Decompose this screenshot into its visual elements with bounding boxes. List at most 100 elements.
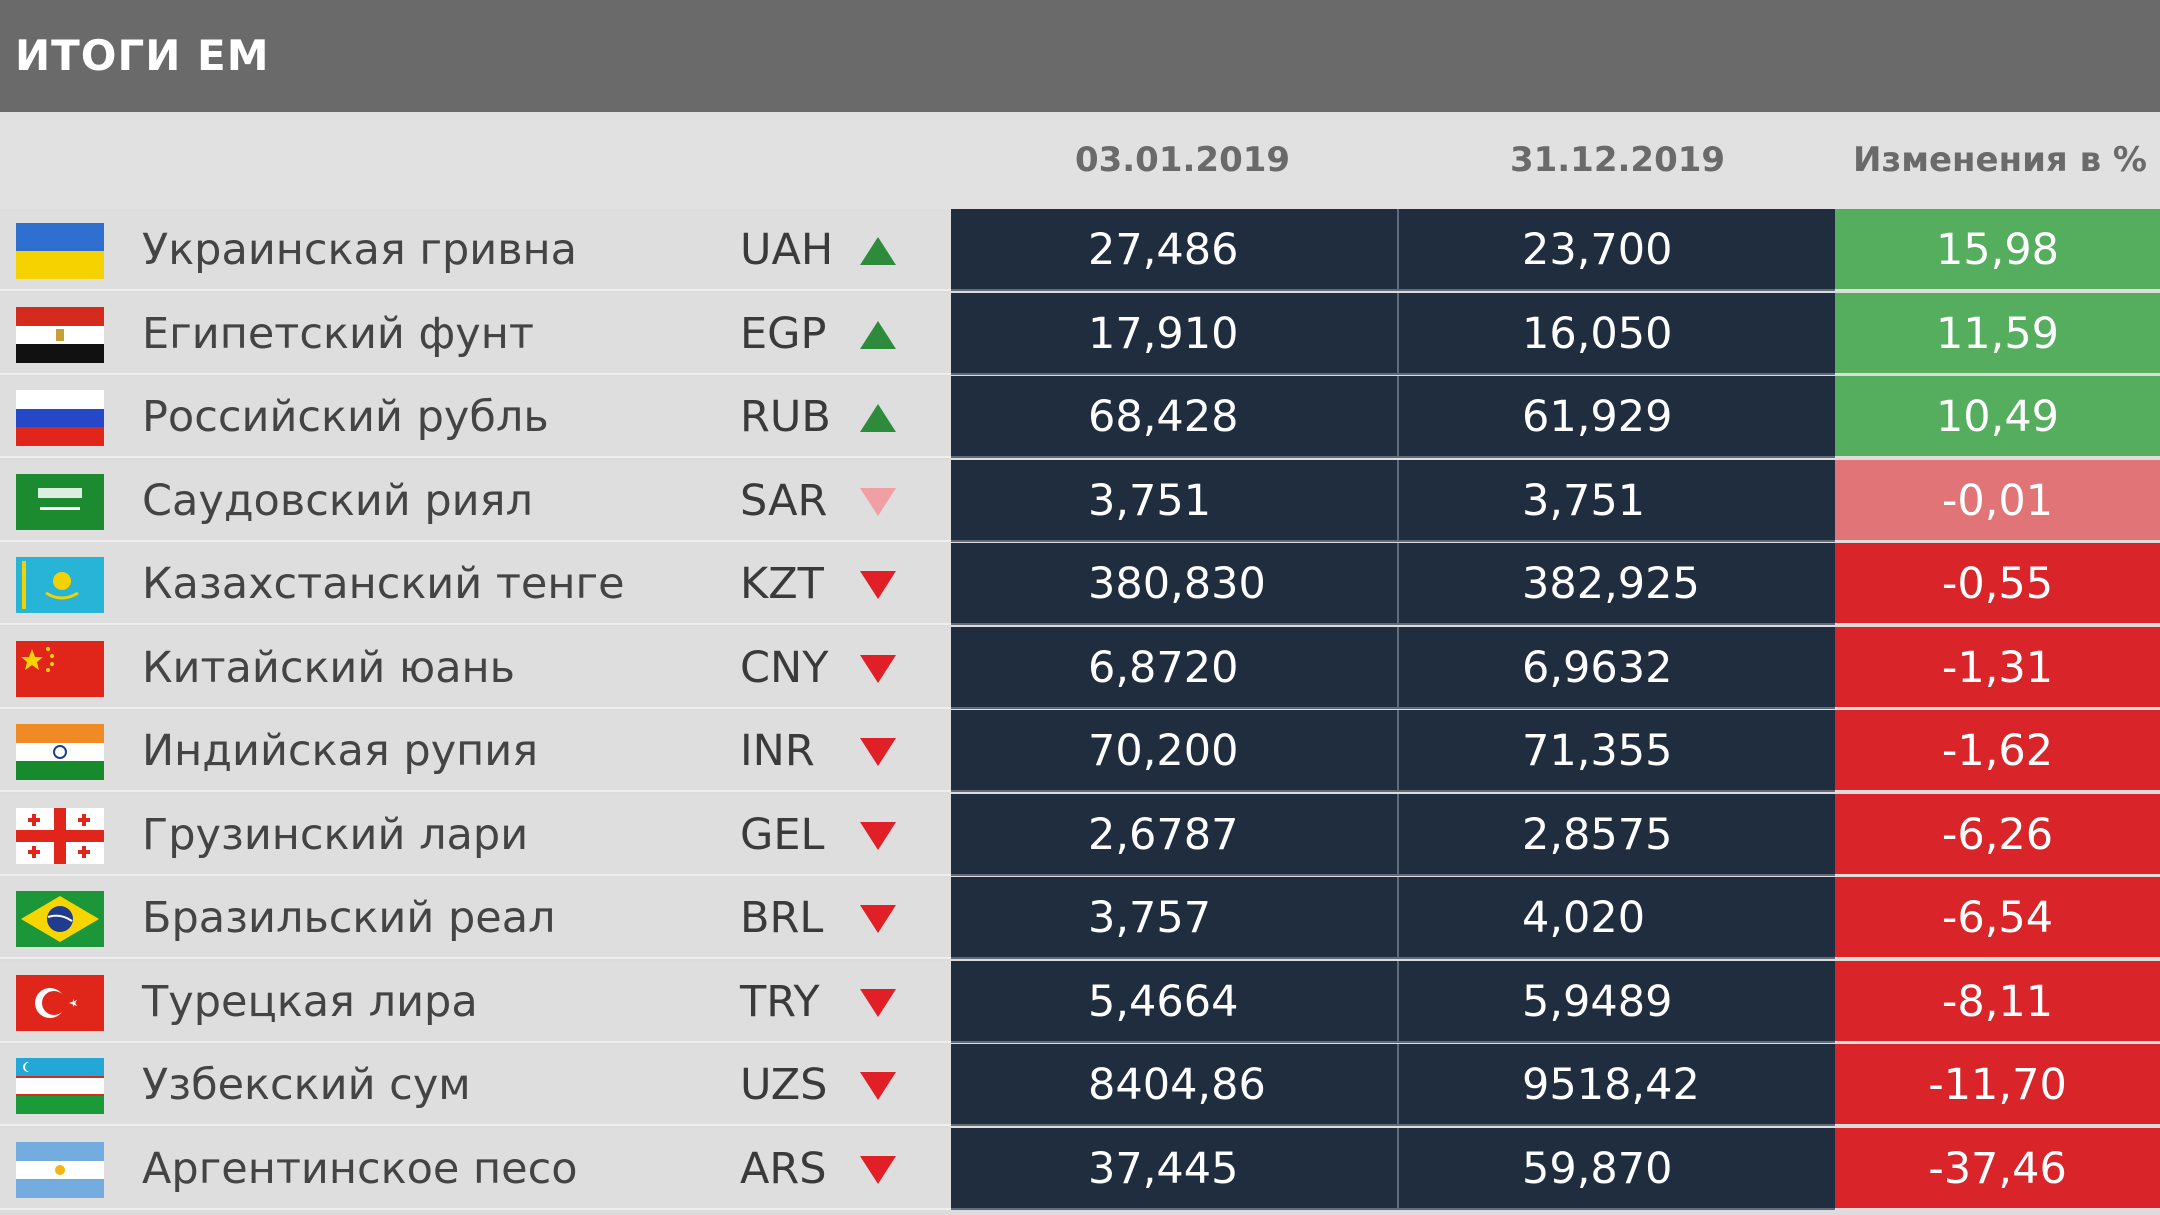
currency-name: Грузинский лари — [142, 809, 529, 860]
end-value-cell: 382,925 — [1399, 543, 1835, 625]
end-value-cell: 6,9632 — [1399, 626, 1835, 709]
currency-code: EGP — [740, 308, 827, 359]
arrow-down-icon — [858, 820, 898, 852]
arrow-down-icon — [858, 569, 898, 601]
currency-code: RUB — [740, 392, 831, 442]
ukraine-flag-icon — [16, 223, 104, 279]
change-percent-cell: -0,01 — [1835, 459, 2160, 542]
end-value-cell: 23,700 — [1399, 209, 1835, 291]
start-value-cell: 5,4664 — [951, 960, 1397, 1043]
column-divider — [1397, 793, 1399, 876]
turkey-flag-icon — [16, 974, 104, 1031]
end-value-cell: 59,870 — [1399, 1127, 1835, 1210]
arrow-up-icon — [858, 402, 898, 434]
column-divider — [1397, 877, 1399, 959]
currency-code: INR — [740, 726, 815, 776]
arrow-down-icon — [858, 486, 898, 518]
currency-code: UZS — [740, 1060, 828, 1110]
end-value-cell: 16,050 — [1399, 292, 1835, 375]
arrow-up-icon — [858, 319, 898, 351]
argentina-flag-icon — [16, 1141, 104, 1198]
change-percent-cell: -37,46 — [1835, 1127, 2160, 1210]
currency-code: TRY — [740, 976, 820, 1027]
currency-name: Саудовский риял — [142, 475, 533, 526]
end-value-cell: 3,751 — [1399, 459, 1835, 542]
column-divider — [1397, 1044, 1399, 1126]
change-percent-cell: -6,54 — [1835, 877, 2160, 959]
russia-flag-icon — [16, 390, 104, 446]
table-row: Саудовский риял SAR 3,751 3,751 -0,01 — [0, 459, 2160, 542]
table-row: Украинская гривна UAH 27,486 23,700 15,98 — [0, 209, 2160, 291]
currency-name: Китайский юань — [142, 642, 515, 693]
arrow-down-icon — [858, 903, 898, 935]
currency-name: Турецкая лира — [142, 976, 478, 1027]
column-divider — [1397, 1127, 1399, 1210]
currency-code: UAH — [740, 225, 834, 275]
table-row: Казахстанский тенге KZT 380,830 382,925 -0,5… — [0, 543, 2160, 625]
arrow-down-icon — [858, 1070, 898, 1102]
change-percent-cell: 10,49 — [1835, 376, 2160, 458]
china-flag-icon — [16, 640, 104, 697]
currency-info-cell: Аргентинское песо ARS — [0, 1127, 951, 1210]
change-percent-cell: -1,62 — [1835, 710, 2160, 792]
table-row: Грузинский лари GEL 2,6787 2,8575 -6,26 — [0, 793, 2160, 876]
arrow-down-icon — [858, 653, 898, 685]
table-row: Египетский фунт EGP 17,910 16,050 11,59 — [0, 292, 2160, 375]
change-percent-cell: -8,11 — [1835, 960, 2160, 1043]
currency-name: Украинская гривна — [142, 225, 578, 275]
table-row: Индийская рупия INR 70,200 71,355 -1,62 — [0, 710, 2160, 792]
table-header: 03.01.2019 31.12.2019 Изменения в % — [0, 112, 2160, 209]
table-row: Узбекский сум UZS 8404,86 9518,42 -11,70 — [0, 1044, 2160, 1126]
currency-name: Казахстанский тенге — [142, 559, 625, 609]
column-header-end-date: 31.12.2019 — [1509, 140, 1726, 180]
change-percent-cell: -11,70 — [1835, 1044, 2160, 1126]
title-bar: ИТОГИ ЕМ — [0, 0, 2160, 112]
currency-name: Бразильский реал — [142, 893, 556, 943]
currency-code: KZT — [740, 559, 824, 609]
currency-code: ARS — [740, 1143, 827, 1194]
currency-info-cell: Бразильский реал BRL — [0, 877, 951, 959]
currency-info-cell: Казахстанский тенге KZT — [0, 543, 951, 625]
currency-code: CNY — [740, 642, 829, 693]
currency-code: GEL — [740, 809, 825, 860]
column-divider — [1397, 376, 1399, 458]
change-percent-cell: -1,31 — [1835, 626, 2160, 709]
currency-name: Российский рубль — [142, 392, 549, 442]
currency-name: Индийская рупия — [142, 726, 539, 776]
start-value-cell: 70,200 — [951, 710, 1397, 792]
start-value-cell: 3,757 — [951, 877, 1397, 959]
currency-info-cell: Грузинский лари GEL — [0, 793, 951, 876]
currency-info-cell: Украинская гривна UAH — [0, 209, 951, 291]
start-value-cell: 6,8720 — [951, 626, 1397, 709]
end-value-cell: 9518,42 — [1399, 1044, 1835, 1126]
table-row: Китайский юань CNY 6,8720 6,9632 -1,31 — [0, 626, 2160, 709]
kazakhstan-flag-icon — [16, 557, 104, 613]
column-divider — [1397, 543, 1399, 625]
end-value-cell: 61,929 — [1399, 376, 1835, 458]
currency-info-cell: Египетский фунт EGP — [0, 292, 951, 375]
table-row: Российский рубль RUB 68,428 61,929 10,49 — [0, 376, 2160, 458]
egypt-flag-icon — [16, 306, 104, 363]
column-header-start-date: 03.01.2019 — [1074, 140, 1291, 180]
start-value-cell: 8404,86 — [951, 1044, 1397, 1126]
currency-name: Аргентинское песо — [142, 1143, 578, 1194]
currency-code: SAR — [740, 475, 828, 526]
table-row: Турецкая лира TRY 5,4664 5,9489 -8,11 — [0, 960, 2160, 1043]
page-title: ИТОГИ ЕМ — [15, 31, 270, 80]
currency-info-cell: Российский рубль RUB — [0, 376, 951, 458]
start-value-cell: 27,486 — [951, 209, 1397, 291]
arrow-up-icon — [858, 235, 898, 267]
column-divider — [1397, 710, 1399, 792]
change-percent-cell: -0,55 — [1835, 543, 2160, 625]
start-value-cell: 17,910 — [951, 292, 1397, 375]
currency-name: Египетский фунт — [142, 308, 534, 359]
change-percent-cell: -6,26 — [1835, 793, 2160, 876]
change-percent-cell: 11,59 — [1835, 292, 2160, 375]
currency-name: Узбекский сум — [142, 1060, 471, 1110]
currency-info-cell: Узбекский сум UZS — [0, 1044, 951, 1126]
start-value-cell: 2,6787 — [951, 793, 1397, 876]
column-header-change: Изменения в % — [1852, 140, 2147, 180]
column-divider — [1397, 459, 1399, 542]
end-value-cell: 71,355 — [1399, 710, 1835, 792]
arrow-down-icon — [858, 987, 898, 1019]
